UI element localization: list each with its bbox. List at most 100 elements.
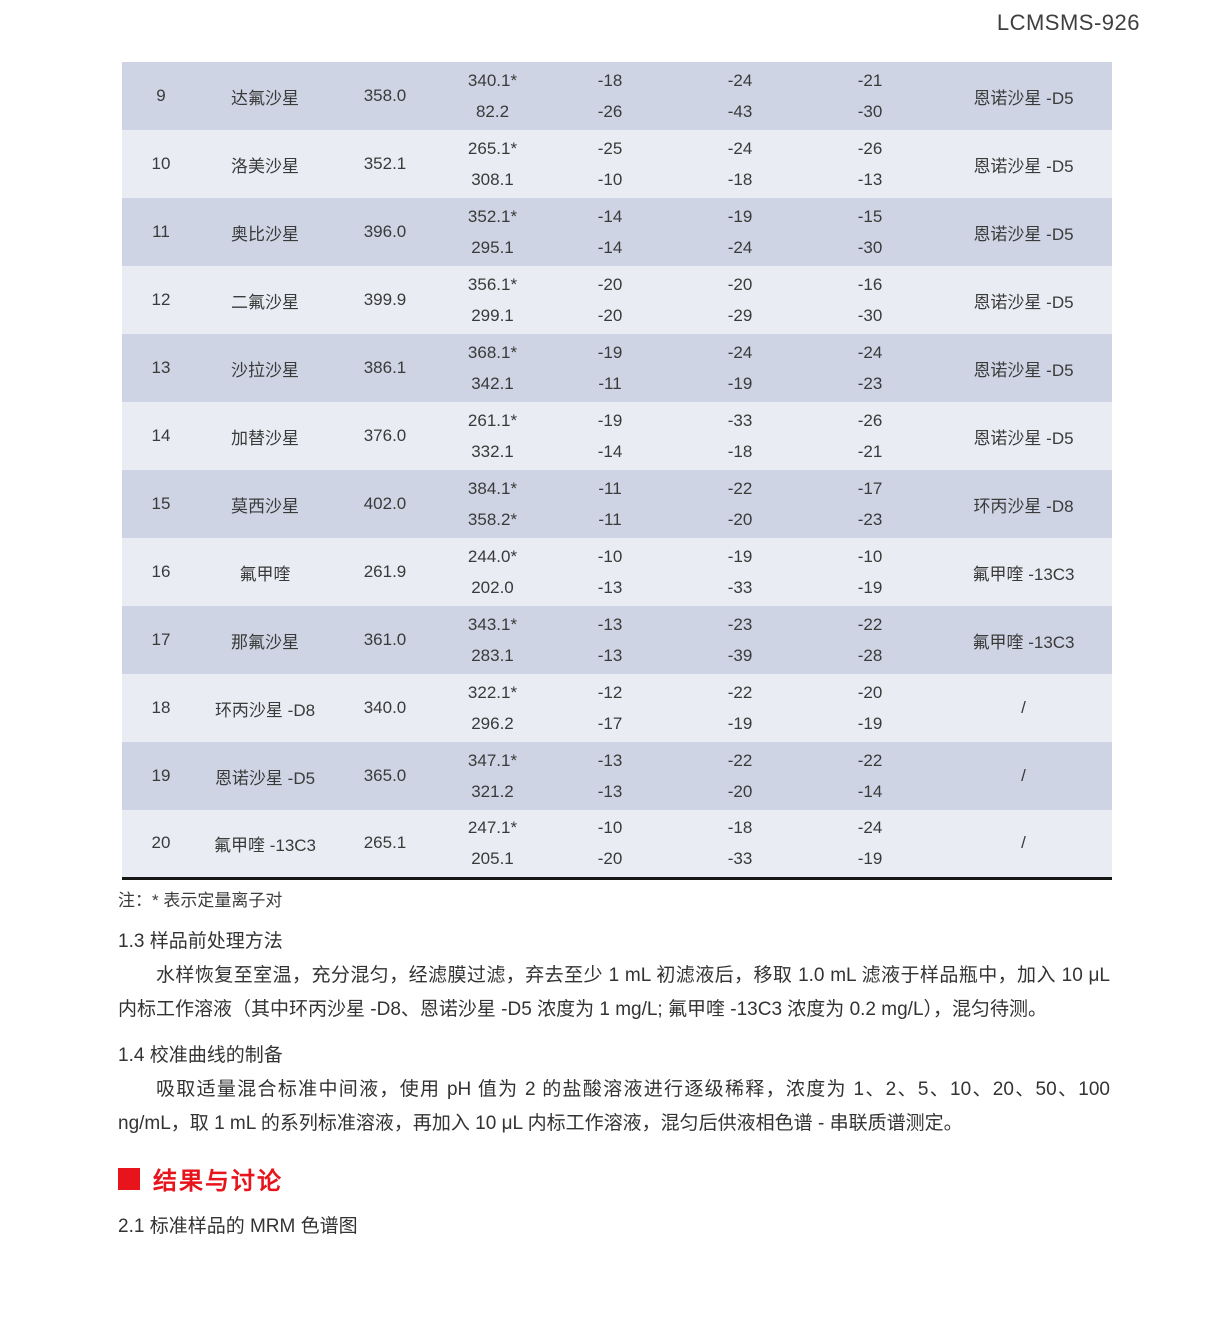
- cell-v1-line: -10: [597, 547, 623, 566]
- cell-v3-line: -19: [857, 849, 883, 869]
- cell-v2-line: -23: [727, 615, 753, 634]
- cell-v1-line: -14: [597, 238, 623, 257]
- cell-v1: -14 -14: [545, 198, 675, 266]
- subsection-2-1: 2.1 标准样品的 MRM 色谱图: [118, 1215, 358, 1237]
- table-row: 11 奥比沙星 396.0 352.1* 295.1 -14 -14 -19 -24 -15 -30…: [122, 198, 1112, 266]
- cell-ions-line: 265.1*: [467, 139, 518, 158]
- cell-v3-line: -21: [857, 71, 883, 90]
- cell-ions-line: 332.1: [471, 442, 514, 461]
- cell-ions: 265.1* 308.1: [440, 130, 545, 198]
- cell-v3: -15 -30: [805, 198, 935, 266]
- cell-v2: -20 -29: [675, 266, 805, 334]
- cell-v2-line: -22: [727, 479, 753, 498]
- cell-v3: -16 -30: [805, 266, 935, 334]
- cell-ions-line: 322.1*: [467, 683, 518, 702]
- cell-v1-line: -13: [597, 751, 623, 770]
- cell-v1: -19 -14: [545, 402, 675, 470]
- table-row: 18 环丙沙星 -D8 340.0 322.1* 296.2 -12 -17 -22 -19 -2…: [122, 674, 1112, 742]
- cell-v2-line: -24: [727, 139, 753, 158]
- cell-v3-line: -30: [857, 306, 883, 325]
- cell-ions: 347.1* 321.2: [440, 742, 545, 810]
- cell-v3: -24 -19: [805, 810, 935, 878]
- cell-ions-line: 340.1*: [467, 71, 518, 90]
- cell-v3: -22 -28: [805, 606, 935, 674]
- cell-precursor: 399.9: [363, 290, 407, 309]
- cell-precursor: 361.0: [363, 630, 407, 649]
- cell-name: 达氟沙星: [231, 88, 299, 108]
- cell-ions-line: 368.1*: [467, 343, 518, 362]
- cell-v3-line: -24: [857, 818, 883, 838]
- cell-v1: -19 -11: [545, 334, 675, 402]
- cell-v1-line: -11: [598, 479, 622, 498]
- cell-v3-line: -19: [857, 578, 883, 597]
- cell-v1-line: -13: [597, 578, 623, 597]
- cell-ions-line: 205.1: [471, 849, 514, 869]
- cell-v2: -24 -43: [675, 62, 805, 130]
- cell-v3-line: -30: [857, 102, 883, 121]
- cell-v2-line: -33: [727, 849, 753, 869]
- table-row: 12 二氟沙星 399.9 356.1* 299.1 -20 -20 -20 -29 -16 -30…: [122, 266, 1112, 334]
- cell-precursor: 265.1: [363, 833, 407, 853]
- cell-no: 11: [152, 222, 170, 241]
- cell-v1-line: -26: [597, 102, 623, 121]
- cell-v2-line: -19: [727, 374, 753, 393]
- cell-ions-line: 299.1: [471, 306, 514, 325]
- cell-name: 环丙沙星 -D8: [214, 700, 316, 720]
- results-heading: 结果与讨论: [118, 1162, 1110, 1196]
- cell-v3-line: -14: [857, 782, 883, 801]
- cell-v2-line: -39: [727, 646, 753, 665]
- cell-v2: -19 -33: [675, 538, 805, 606]
- table-footnote: 注：* 表示定量离子对: [118, 890, 283, 910]
- cell-v1-line: -13: [597, 646, 623, 665]
- cell-v1-line: -14: [597, 442, 623, 461]
- cell-v2: -19 -24: [675, 198, 805, 266]
- cell-ions-line: 358.2*: [467, 510, 518, 529]
- cell-v3-line: -22: [857, 615, 883, 634]
- cell-v3-line: -22: [857, 751, 883, 770]
- cell-v3-line: -26: [857, 411, 883, 430]
- cell-ions-line: 308.1: [471, 170, 514, 189]
- table-row: 17 那氟沙星 361.0 343.1* 283.1 -13 -13 -23 -39 -22 -28…: [122, 606, 1112, 674]
- cell-v3: -22 -14: [805, 742, 935, 810]
- cell-v1-line: -10: [597, 818, 623, 838]
- table-row: 13 沙拉沙星 386.1 368.1* 342.1 -19 -11 -24 -19 -24 -23…: [122, 334, 1112, 402]
- cell-internal_standard: 恩诺沙星 -D5: [973, 224, 1074, 244]
- cell-v2: -22 -19: [675, 674, 805, 742]
- cell-ions: 247.1* 205.1: [440, 810, 545, 878]
- table-row: 19 恩诺沙星 -D5 365.0 347.1* 321.2 -13 -13 -22 -20 -2…: [122, 742, 1112, 810]
- cell-no: 16: [151, 562, 171, 581]
- cell-internal_standard: 恩诺沙星 -D5: [973, 88, 1074, 108]
- cell-precursor: 386.1: [363, 358, 407, 377]
- cell-ions-line: 202.0: [471, 578, 514, 597]
- cell-name: 二氟沙星: [231, 292, 299, 312]
- cell-internal_standard: 恩诺沙星 -D5: [973, 292, 1074, 312]
- cell-v3-line: -23: [857, 510, 883, 529]
- mrm-table-body: 9 达氟沙星 358.0 340.1* 82.2 -18 -26 -24 -43 -21 -30 恩诺…: [122, 62, 1112, 878]
- cell-v3: -26 -21: [805, 402, 935, 470]
- cell-v3-line: -15: [857, 207, 883, 226]
- cell-precursor: 396.0: [363, 222, 407, 241]
- cell-v1-line: -11: [598, 510, 622, 529]
- cell-v3: -17 -23: [805, 470, 935, 538]
- cell-v1: -10 -20: [545, 810, 675, 878]
- cell-name: 沙拉沙星: [231, 360, 299, 380]
- cell-v3-line: -13: [857, 170, 883, 189]
- cell-ions: 340.1* 82.2: [440, 62, 545, 130]
- cell-no: 13: [151, 358, 171, 377]
- section-heading-1-4: 1.4 校准曲线的制备: [118, 1044, 283, 1066]
- cell-v2-line: -43: [727, 102, 753, 121]
- section-paragraph-1-3: 水样恢复至室温，充分混匀，经滤膜过滤，弃去至少 1 mL 初滤液后，移取 1.0…: [118, 964, 1110, 1021]
- cell-v1: -11 -11: [545, 470, 675, 538]
- cell-v2: -23 -39: [675, 606, 805, 674]
- cell-v1-line: -20: [597, 306, 623, 325]
- cell-ions: 322.1* 296.2: [440, 674, 545, 742]
- cell-ions-line: 244.0*: [467, 547, 518, 566]
- cell-ions: 244.0* 202.0: [440, 538, 545, 606]
- cell-v1-line: -17: [597, 714, 623, 733]
- doc-code: LCMSMS-926: [996, 10, 1140, 35]
- cell-ions-line: 261.1*: [467, 411, 518, 430]
- cell-internal_standard: /: [1021, 766, 1026, 785]
- cell-v2-line: -18: [727, 170, 753, 189]
- cell-v3: -26 -13: [805, 130, 935, 198]
